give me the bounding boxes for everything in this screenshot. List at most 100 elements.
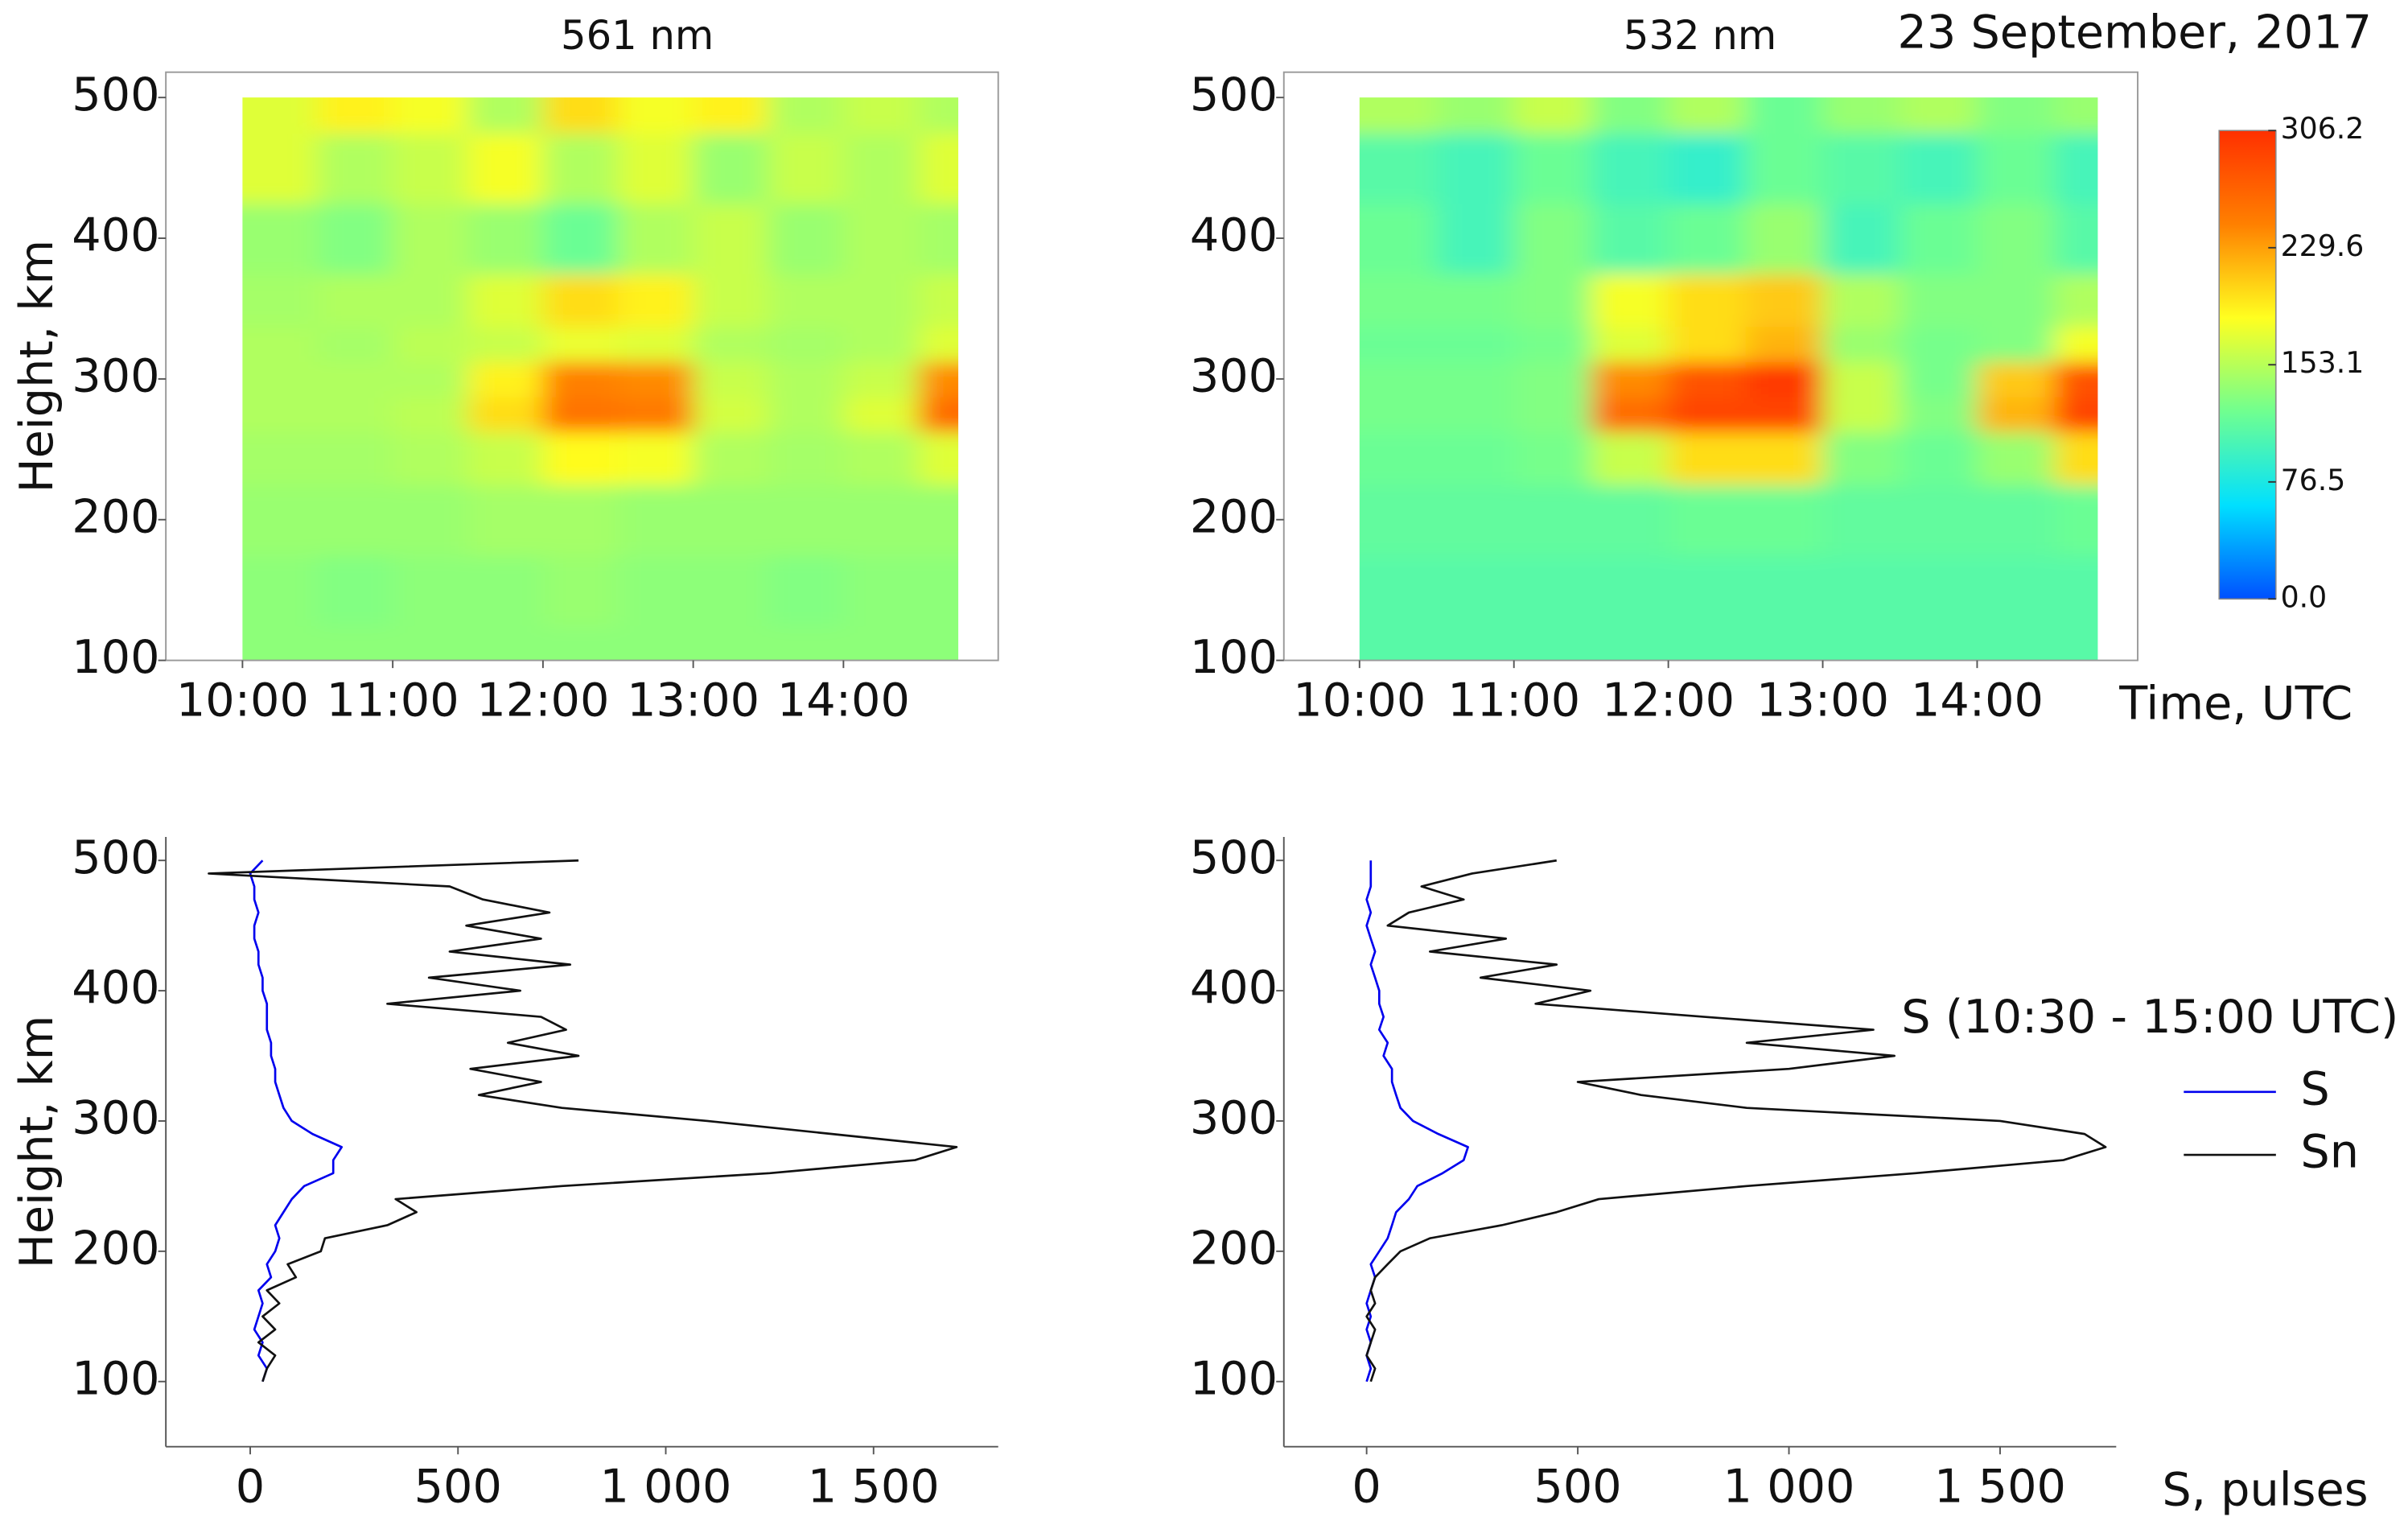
heat-cell: [242, 132, 319, 204]
heat-cell: [242, 431, 319, 485]
heat-cell: [1359, 484, 1438, 556]
heat-cell: [1591, 326, 1669, 362]
heat-cell: [1591, 431, 1669, 485]
heat-cell: [542, 273, 619, 328]
heat-cell: [2054, 361, 2098, 398]
heat-cell: [1900, 326, 1978, 362]
heat-cell: [1900, 554, 1978, 626]
heat-cell: [768, 203, 845, 274]
heat-cell: [693, 203, 769, 274]
heat-cell: [317, 97, 394, 134]
heat-cell: [1668, 554, 1747, 626]
heat-cell: [1359, 396, 1438, 433]
heat-cell: [1745, 624, 1824, 661]
heat-cell: [1822, 431, 1901, 485]
heat-cell: [1900, 361, 1978, 398]
heat-cell: [1977, 273, 2056, 328]
heat-cell: [1745, 396, 1824, 433]
heat-cell: [467, 273, 544, 328]
heat-cell: [1900, 97, 1978, 134]
heat-cell: [1668, 431, 1747, 485]
heat-cell: [618, 273, 694, 328]
heat-cell: [393, 484, 469, 556]
heat-cell: [393, 273, 469, 328]
heat-cell: [1591, 97, 1669, 134]
heat-cell: [1436, 554, 1515, 626]
heat-cell: [2054, 326, 2098, 362]
profile-line: [249, 859, 344, 1383]
heatmap: [1359, 97, 2098, 661]
heat-cell: [1513, 273, 1592, 328]
plot-frame: [165, 71, 999, 662]
heat-cell: [242, 203, 319, 274]
heat-cell: [242, 484, 319, 556]
heat-cell: [1513, 97, 1592, 134]
date-annotation: 23 September, 2017: [1897, 6, 2372, 60]
legend-label: S: [2300, 1061, 2329, 1115]
heat-cell: [693, 361, 769, 398]
colorbar: [2218, 130, 2277, 600]
heat-cell: [918, 132, 959, 204]
heat-cell: [618, 554, 694, 626]
heat-cell: [1745, 361, 1824, 398]
heat-cell: [2054, 97, 2098, 134]
y-axis-label: Height, km: [10, 1016, 64, 1269]
heat-cell: [393, 554, 469, 626]
heat-cell: [467, 484, 544, 556]
heat-cell: [467, 326, 544, 362]
heat-cell: [693, 431, 769, 485]
heat-cell: [542, 132, 619, 204]
heat-cell: [393, 396, 469, 433]
legend-title: S (10:30 - 15:00 UTC): [1901, 990, 2398, 1044]
heat-cell: [1745, 132, 1824, 204]
heat-cell: [1436, 97, 1515, 134]
heat-cell: [1900, 396, 1978, 433]
heat-cell: [1822, 97, 1901, 134]
heat-cell: [467, 396, 544, 433]
y-tick-label: 300: [72, 1091, 159, 1145]
x-tick-label: 14:00: [1911, 674, 2044, 727]
heat-cell: [1359, 273, 1438, 328]
x-tick-label: 1 500: [1934, 1460, 2066, 1514]
y-tick-label: 500: [1190, 68, 1278, 122]
heat-cell: [1745, 554, 1824, 626]
profile-line: [208, 859, 958, 1383]
heat-cell: [393, 132, 469, 204]
heat-cell: [618, 431, 694, 485]
heat-cell: [242, 624, 319, 661]
heatmap: [242, 97, 959, 661]
heat-cell: [1436, 624, 1515, 661]
heat-cell: [693, 97, 769, 134]
colorbar-tick-label: 306.2: [2281, 111, 2365, 146]
x-axis-label: Time, UTC: [2118, 676, 2352, 730]
heat-cell: [2054, 624, 2098, 661]
heat-cell: [542, 554, 619, 626]
heat-cell: [1359, 326, 1438, 362]
heat-cell: [1513, 132, 1592, 204]
heat-cell: [1977, 361, 2056, 398]
heat-cell: [768, 554, 845, 626]
heat-cell: [467, 132, 544, 204]
heat-cell: [1513, 624, 1592, 661]
heat-cell: [1668, 97, 1747, 134]
heat-cell: [1591, 203, 1669, 274]
heat-cell: [918, 554, 959, 626]
heat-cell: [1977, 203, 2056, 274]
heat-cell: [1900, 624, 1978, 661]
heat-cell: [768, 326, 845, 362]
heat-cell: [393, 624, 469, 661]
heat-cell: [317, 203, 394, 274]
x-tick-label: 1 000: [1723, 1460, 1855, 1514]
heat-cell: [1822, 624, 1901, 661]
heat-cell: [918, 361, 959, 398]
heat-cell: [1591, 132, 1669, 204]
heat-cell: [1436, 361, 1515, 398]
heat-cell: [542, 624, 619, 661]
heat-cell: [467, 361, 544, 398]
heat-cell: [242, 361, 319, 398]
heat-cell: [1668, 273, 1747, 328]
y-tick-label: 100: [1190, 1351, 1278, 1405]
heat-cell: [618, 396, 694, 433]
heat-cell: [1359, 431, 1438, 485]
